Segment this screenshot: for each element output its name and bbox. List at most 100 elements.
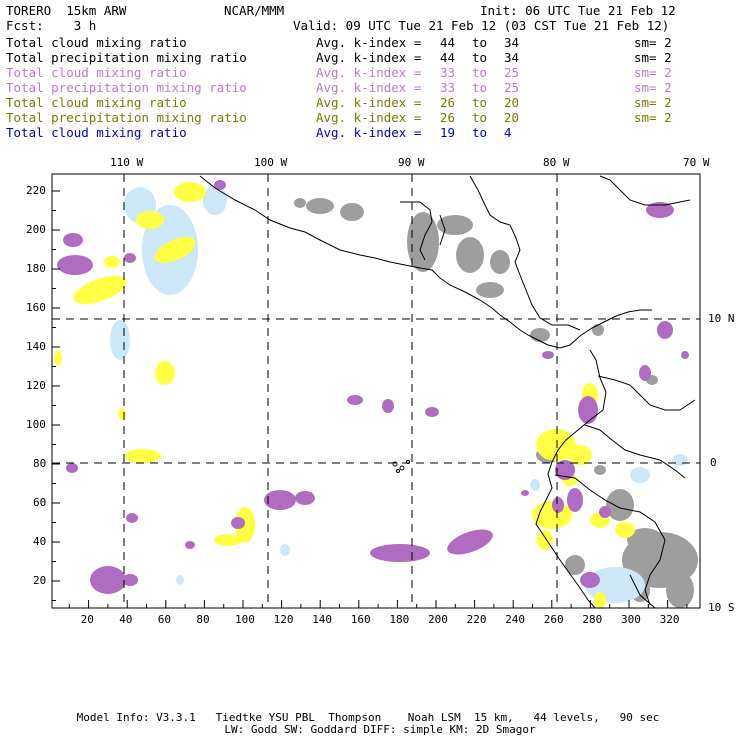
legend-sm: sm= 2: [634, 95, 672, 110]
physics-info: LW: Godd SW: Goddard DIFF: simple KM: 2D…: [224, 723, 536, 736]
x-tick-label: 100: [235, 613, 255, 626]
x-tick-label: 20: [80, 613, 94, 626]
legend-lo: 20: [504, 110, 520, 125]
x-tick-label: 160: [350, 613, 371, 626]
legend-field: Total precipitation mixing ratio: [6, 110, 247, 125]
lat-label: 10 N: [708, 312, 735, 325]
x-tick-label: 240: [505, 613, 526, 626]
legend-hi: 44: [440, 50, 456, 65]
legend-row: Total precipitation mixing ratio Avg. k-i…: [6, 50, 736, 65]
legend-sm: sm= 2: [634, 65, 672, 80]
y-tick-label: 200: [26, 223, 46, 236]
legend-kidx: Avg. k-index =: [316, 50, 422, 65]
x-tick-label: 80: [196, 613, 210, 626]
legend-field: Total cloud mixing ratio: [6, 95, 187, 110]
legend-hi: 33: [440, 65, 456, 80]
y-tick-label: 80: [33, 457, 47, 470]
legend-sm: sm= 2: [634, 50, 672, 65]
y-tick-label: 100: [26, 418, 46, 431]
legend-row: Total precipitation mixing ratio Avg. k-i…: [6, 110, 736, 125]
x-tick-label: 320: [659, 613, 680, 626]
y-tick-label: 160: [26, 301, 46, 314]
model-info: Model Info: V3.3.1 Tiedtke YSU PBL Thomp…: [76, 711, 660, 724]
legend-kidx: Avg. k-index =: [316, 125, 422, 140]
legend-hi: 33: [440, 80, 456, 95]
legend-hi: 26: [440, 110, 456, 125]
legend-lo: 4: [504, 125, 512, 140]
x-tick-label: 200: [428, 613, 448, 626]
legend-field: Total precipitation mixing ratio: [6, 80, 247, 95]
legend-to: to: [472, 80, 488, 95]
legend-lo: 20: [504, 95, 520, 110]
mixing-ratio-shading: [54, 180, 698, 608]
coastlines: [199, 175, 696, 609]
legend-sm: sm= 2: [634, 35, 672, 50]
legend-lo: 34: [504, 50, 520, 65]
legend-row: Total precipitation mixing ratio Avg. k-i…: [6, 80, 736, 95]
legend-field: Total cloud mixing ratio: [6, 35, 187, 50]
legend-sm: sm= 2: [634, 80, 672, 95]
legend-to: to: [472, 65, 488, 80]
x-tick-label: 280: [582, 613, 603, 626]
y-tick-label: 120: [26, 379, 46, 392]
model-title: TORERO 15km ARW: [6, 3, 127, 18]
x-tick-label: 140: [312, 613, 333, 626]
legend-to: to: [472, 110, 488, 125]
x-tick-label: 40: [119, 613, 133, 626]
y-tick-label: 220: [26, 184, 46, 197]
legend-kidx: Avg. k-index =: [316, 65, 422, 80]
legend-hi: 26: [440, 95, 456, 110]
x-tick-label: 60: [157, 613, 172, 626]
x-tick-label: 300: [621, 613, 641, 626]
legend-hi: 44: [440, 35, 456, 50]
legend-kidx: Avg. k-index =: [316, 35, 422, 50]
legend-row: Total cloud mixing ratio Avg. k-index = 44…: [6, 35, 736, 50]
legend-field: Total cloud mixing ratio: [6, 65, 187, 80]
legend-hi: 19: [440, 125, 456, 140]
lon-label: 110 W: [110, 156, 144, 169]
galapagos-islands: [392, 460, 410, 473]
legend-to: to: [472, 95, 488, 110]
y-tick-label: 40: [33, 535, 47, 548]
lat-lon-grid: [52, 174, 700, 608]
init-time: Init: 06 UTC Tue 21 Feb 12: [480, 3, 676, 18]
y-tick-label: 60: [33, 496, 47, 509]
x-tick-label: 120: [273, 613, 294, 626]
y-tick-label: 140: [26, 340, 46, 353]
y-tick-label: 20: [33, 574, 47, 587]
purple-shading: [57, 180, 689, 594]
y-tick-label: 180: [26, 262, 46, 275]
lon-label: 70 W: [683, 156, 710, 169]
x-tick-label: 260: [543, 613, 564, 626]
lightblue-shading: [110, 185, 688, 603]
institution-label: NCAR/MMM: [224, 3, 285, 18]
legend-row: Total cloud mixing ratio Avg. k-index = 33…: [6, 65, 736, 80]
legend-field: Total cloud mixing ratio: [6, 125, 187, 140]
lon-label: 90 W: [398, 156, 425, 169]
lon-label: 80 W: [543, 156, 570, 169]
axis-ticks: [52, 190, 688, 608]
legend-row: Total cloud mixing ratio Avg. k-index = 26…: [6, 95, 736, 110]
legend-sm: sm= 2: [634, 110, 672, 125]
valid-time: Valid: 09 UTC Tue 21 Feb 12 (03 CST Tue …: [293, 18, 670, 33]
legend-to: to: [472, 50, 488, 65]
yellow-shading: [54, 182, 635, 608]
legend-kidx: Avg. k-index =: [316, 80, 422, 95]
x-tick-label: 180: [389, 613, 410, 626]
legend-to: to: [472, 125, 488, 140]
lon-label: 100 W: [254, 156, 288, 169]
lat-label: 0: [710, 456, 717, 469]
legend-lo: 25: [504, 65, 520, 80]
map-frame: [51, 173, 701, 609]
legend-lo: 34: [504, 35, 520, 50]
legend-lo: 25: [504, 80, 520, 95]
legend-to: to: [472, 35, 488, 50]
x-tick-label: 220: [466, 613, 487, 626]
legend-field: Total precipitation mixing ratio: [6, 50, 247, 65]
legend-kidx: Avg. k-index =: [316, 110, 422, 125]
legend-row: Total cloud mixing ratio Avg. k-index = 19…: [6, 125, 736, 140]
legend-kidx: Avg. k-index =: [316, 95, 422, 110]
forecast-hour: Fcst: 3 h: [6, 18, 97, 33]
lat-label: 10 S: [708, 601, 735, 614]
